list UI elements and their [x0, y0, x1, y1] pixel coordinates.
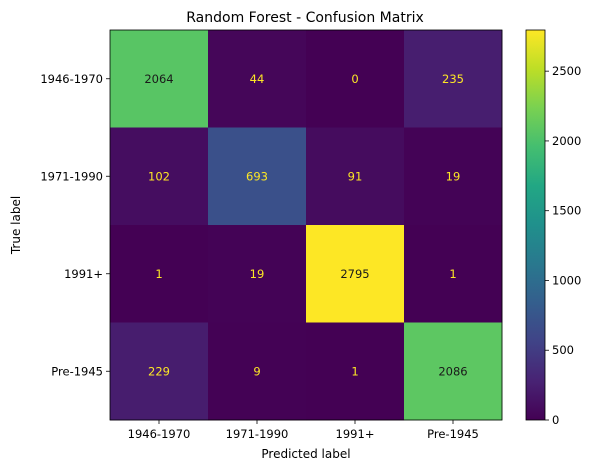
colorbar-tick-label: 1000: [552, 273, 581, 287]
x-tick-label: 1946-1970: [128, 427, 191, 441]
heatmap-cell: [110, 322, 209, 421]
heatmap-cell: [404, 322, 503, 421]
matrix-frame: [109, 29, 503, 421]
x-axis: 1946-1970 1971-1990 1991+ Pre-1945: [128, 420, 479, 441]
cell-value-label: 229: [148, 364, 170, 378]
y-tick-label: Pre-1945: [51, 364, 103, 378]
colorbar: [525, 29, 546, 421]
heatmap-cell: [306, 127, 405, 226]
heatmap-cell: [110, 225, 209, 323]
y-tick-label: 1971-1990: [40, 169, 103, 183]
y-axis-label: True label: [9, 196, 23, 255]
colorbar-tick-label: 0: [552, 413, 559, 427]
cell-value-label: 693: [246, 169, 268, 183]
x-tick-label: Pre-1945: [427, 427, 479, 441]
heatmap-cell: [306, 322, 405, 421]
heatmap-cell: [208, 127, 307, 226]
x-tick-label: 1971-1990: [226, 427, 289, 441]
cell-value-label: 2795: [340, 267, 369, 281]
cell-value-label: 19: [446, 169, 461, 183]
cell-value-label: 235: [442, 72, 464, 86]
heatmap-cell: [404, 127, 503, 226]
y-axis: 1946-1970 1971-1990 1991+ Pre-1945: [40, 72, 110, 378]
colorbar-tick-label: 1500: [552, 204, 581, 218]
heatmap-cell: [208, 225, 307, 323]
cell-value-label: 102: [148, 169, 170, 183]
cell-value-label: 1: [351, 364, 358, 378]
x-tick-label: 1991+: [336, 427, 375, 441]
heatmap-cell: [404, 225, 503, 323]
heatmap-cell: [306, 225, 405, 323]
cell-value-label: 19: [250, 267, 265, 281]
chart-title: Random Forest - Confusion Matrix: [186, 10, 424, 26]
cell-value-label: 1: [449, 267, 456, 281]
cell-value-label: 44: [250, 72, 265, 86]
colorbar-tick-label: 500: [552, 343, 574, 357]
x-axis-label: Predicted label: [261, 447, 350, 461]
y-tick-label: 1946-1970: [40, 72, 103, 86]
heatmap-cell: [208, 30, 307, 128]
colorbar-ticks: 0 500 1000 1500 2000 2500: [545, 64, 581, 427]
heatmap-cell: [306, 30, 405, 128]
colorbar-tick-label: 2500: [552, 64, 581, 78]
heatmap-cell: [404, 30, 503, 128]
cell-value-label: 9: [253, 364, 260, 378]
heatmap-cell: [110, 30, 209, 128]
cell-value-label: 1: [155, 267, 162, 281]
cell-value-label: 2086: [438, 364, 467, 378]
cell-value-label: 0: [351, 72, 358, 86]
heatmap-cell: [110, 127, 209, 226]
cell-value-label: 2064: [144, 72, 173, 86]
y-tick-label: 1991+: [64, 267, 103, 281]
colorbar-tick-label: 2000: [552, 134, 581, 148]
cell-value-label: 91: [348, 169, 363, 183]
heatmap-cell: [208, 322, 307, 421]
